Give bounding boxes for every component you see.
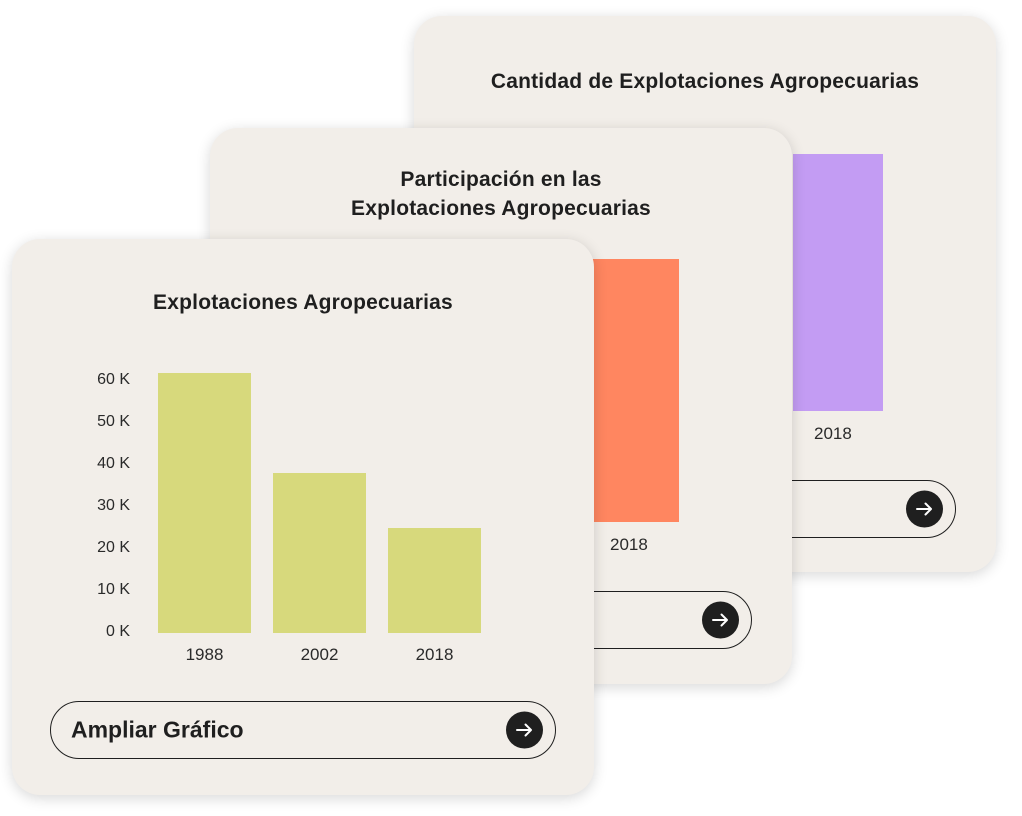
card-title-line1: Participación en las: [400, 168, 602, 191]
arrow-right-button[interactable]: [506, 711, 543, 749]
y-tick-label: 60 K: [97, 371, 130, 388]
x-tick-label: 2002: [300, 645, 339, 664]
y-tick-label: 30 K: [97, 497, 130, 514]
arrow-right-button[interactable]: [702, 601, 739, 639]
x-tick-label: 1988: [185, 645, 224, 664]
x-tick-label: 2018: [814, 424, 852, 443]
bar-2018: [588, 259, 679, 522]
bar-1988: [158, 372, 251, 633]
ampliar-grafico-label: Ampliar Gráfico: [71, 716, 244, 743]
y-tick-label: 10 K: [97, 581, 130, 598]
x-tick-label: 2018: [415, 645, 454, 664]
arrow-right-icon: [712, 613, 728, 627]
bar-2002: [273, 473, 366, 633]
x-tick-label: 2018: [610, 535, 648, 554]
arrow-right-button[interactable]: [906, 490, 943, 528]
ampliar-grafico-button[interactable]: Ampliar Gráfico: [50, 701, 556, 759]
y-tick-label: 0 K: [105, 623, 130, 640]
card-title: Explotaciones Agropecuarias: [153, 291, 453, 314]
bar-2018: [388, 528, 481, 633]
arrow-right-icon: [516, 723, 532, 737]
y-tick-label: 50 K: [97, 413, 130, 430]
arrow-right-icon: [916, 502, 932, 516]
bar-2018: [793, 154, 883, 411]
card-title-line2: Explotaciones Agropecuarias: [351, 197, 651, 220]
y-tick-label: 40 K: [97, 455, 130, 472]
card-explotaciones-agropecuarias: Explotaciones Agropecuarias 0 K 10 K 20 K 3…: [12, 239, 594, 795]
card-title: Cantidad de Explotaciones Agropecuarias: [490, 70, 920, 93]
y-tick-label: 20 K: [97, 539, 130, 556]
